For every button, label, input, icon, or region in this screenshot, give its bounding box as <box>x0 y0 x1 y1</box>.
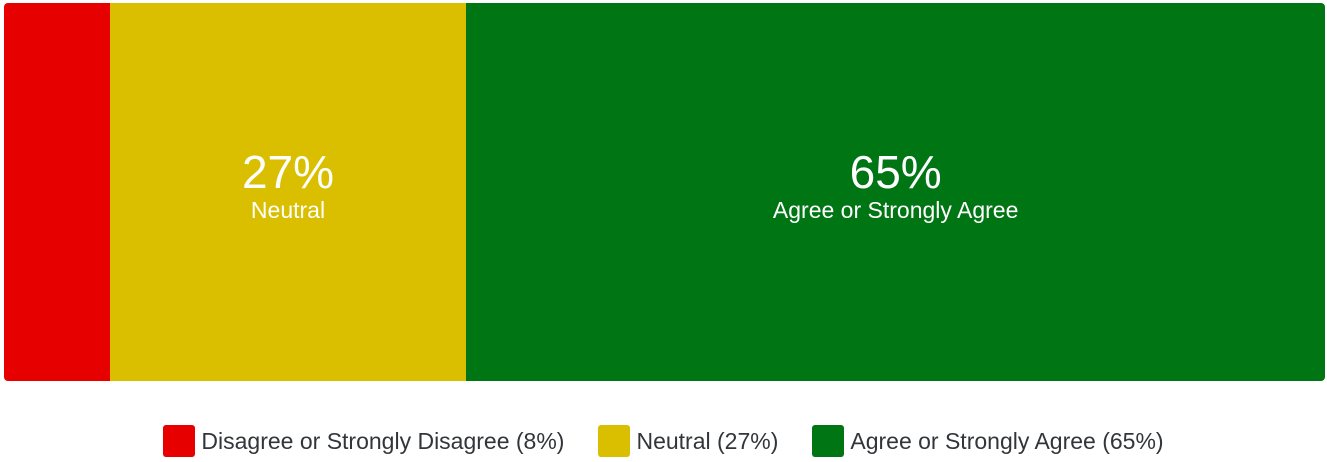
legend-label: Agree or Strongly Agree (65%) <box>850 427 1164 454</box>
legend-swatch <box>598 425 631 457</box>
bar-segment[interactable]: 65% Agree or Strongly Agree <box>466 3 1325 381</box>
legend-label: Neutral (27%) <box>636 427 779 454</box>
legend-label: Disagree or Strongly Disagree (8%) <box>201 427 565 454</box>
bar-segment[interactable]: 27% Neutral <box>109 3 467 381</box>
segment-category-label: Agree or Strongly Agree <box>772 197 1019 224</box>
legend-item[interactable]: Agree or Strongly Agree (65%) <box>812 425 1164 457</box>
legend-swatch <box>812 425 845 457</box>
segment-value-label: 27% <box>241 146 335 199</box>
segment-value-label: 65% <box>849 146 942 199</box>
legend-item[interactable]: Disagree or Strongly Disagree (8%) <box>163 425 564 457</box>
chart-legend: Disagree or Strongly Disagree (8%) Neutra… <box>0 421 1327 461</box>
bar-segment[interactable] <box>4 3 110 381</box>
legend-item[interactable]: Neutral (27%) <box>598 425 778 457</box>
stacked-bar: 27% Neutral 65% Agree or Strongly Agree <box>4 3 1325 381</box>
legend-swatch <box>163 425 196 457</box>
segment-category-label: Neutral <box>250 197 326 224</box>
